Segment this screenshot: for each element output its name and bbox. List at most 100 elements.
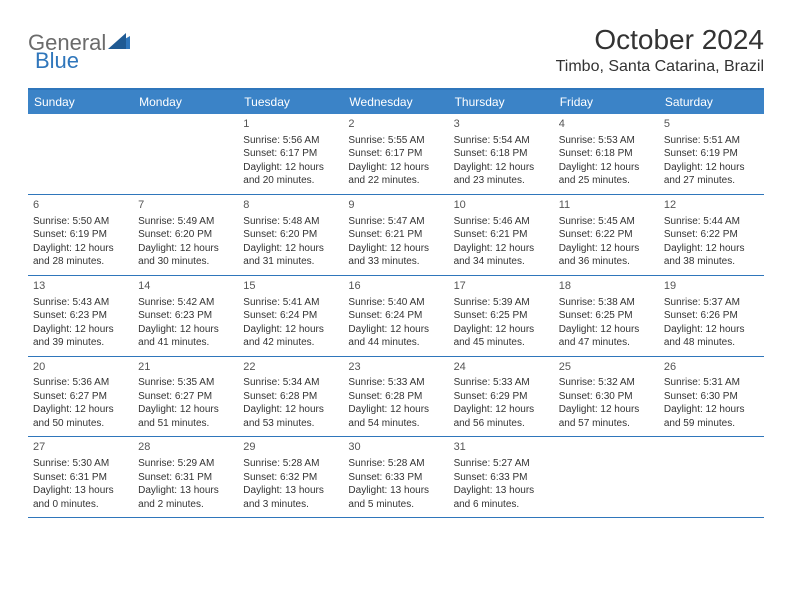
day-cell: 4Sunrise: 5:53 AMSunset: 6:18 PMDaylight… (554, 114, 659, 194)
sunset-line: Sunset: 6:30 PM (664, 390, 759, 404)
daylight-line: Daylight: 13 hours and 0 minutes. (33, 484, 128, 511)
sunset-line: Sunset: 6:23 PM (33, 309, 128, 323)
daylight-line: Daylight: 12 hours and 20 minutes. (243, 161, 338, 188)
day-number: 11 (559, 198, 654, 213)
daylight-line: Daylight: 12 hours and 34 minutes. (454, 242, 549, 269)
day-number: 5 (664, 117, 759, 132)
sunrise-line: Sunrise: 5:33 AM (348, 376, 443, 390)
day-cell (28, 114, 133, 194)
daylight-line: Daylight: 12 hours and 59 minutes. (664, 403, 759, 430)
day-number: 25 (559, 360, 654, 375)
day-number: 21 (138, 360, 233, 375)
sunrise-line: Sunrise: 5:28 AM (348, 457, 443, 471)
day-cell: 31Sunrise: 5:27 AMSunset: 6:33 PMDayligh… (449, 437, 554, 517)
day-cell: 25Sunrise: 5:32 AMSunset: 6:30 PMDayligh… (554, 357, 659, 437)
sunrise-line: Sunrise: 5:45 AM (559, 215, 654, 229)
day-cell: 11Sunrise: 5:45 AMSunset: 6:22 PMDayligh… (554, 195, 659, 275)
daylight-line: Daylight: 12 hours and 23 minutes. (454, 161, 549, 188)
sunset-line: Sunset: 6:25 PM (454, 309, 549, 323)
day-cell: 5 Sunrise: 5:51 AMSunset: 6:19 PMDaylight… (659, 114, 764, 194)
day-number: 30 (348, 440, 443, 455)
sunset-line: Sunset: 6:22 PM (664, 228, 759, 242)
day-cell (554, 437, 659, 517)
week-row: 27Sunrise: 5:30 AMSunset: 6:31 PMDayligh… (28, 437, 764, 518)
daylight-line: Daylight: 13 hours and 5 minutes. (348, 484, 443, 511)
sunset-line: Sunset: 6:33 PM (454, 471, 549, 485)
sunrise-line: Sunrise: 5:36 AM (33, 376, 128, 390)
sunrise-line: Sunrise: 5:48 AM (243, 215, 338, 229)
daylight-line: Daylight: 12 hours and 47 minutes. (559, 323, 654, 350)
sunset-line: Sunset: 6:19 PM (664, 147, 759, 161)
day-number: 31 (454, 440, 549, 455)
weekday-header: Saturday (659, 90, 764, 114)
day-number: 23 (348, 360, 443, 375)
day-number: 4 (559, 117, 654, 132)
sunrise-line: Sunrise: 5:29 AM (138, 457, 233, 471)
sunrise-line: Sunrise: 5:41 AM (243, 296, 338, 310)
daylight-line: Daylight: 12 hours and 41 minutes. (138, 323, 233, 350)
sunset-line: Sunset: 6:20 PM (243, 228, 338, 242)
weekday-header-row: Sunday Monday Tuesday Wednesday Thursday… (28, 90, 764, 114)
day-number: 20 (33, 360, 128, 375)
day-cell: 23Sunrise: 5:33 AMSunset: 6:28 PMDayligh… (343, 357, 448, 437)
sunset-line: Sunset: 6:31 PM (33, 471, 128, 485)
daylight-line: Daylight: 12 hours and 22 minutes. (348, 161, 443, 188)
sunset-line: Sunset: 6:18 PM (454, 147, 549, 161)
week-row: 20Sunrise: 5:36 AMSunset: 6:27 PMDayligh… (28, 357, 764, 438)
sunrise-line: Sunrise: 5:28 AM (243, 457, 338, 471)
day-number: 18 (559, 279, 654, 294)
daylight-line: Daylight: 13 hours and 3 minutes. (243, 484, 338, 511)
daylight-line: Daylight: 12 hours and 31 minutes. (243, 242, 338, 269)
daylight-line: Daylight: 12 hours and 28 minutes. (33, 242, 128, 269)
week-row: 13Sunrise: 5:43 AMSunset: 6:23 PMDayligh… (28, 276, 764, 357)
sunrise-line: Sunrise: 5:37 AM (664, 296, 759, 310)
sunrise-line: Sunrise: 5:46 AM (454, 215, 549, 229)
sunrise-line: Sunrise: 5:33 AM (454, 376, 549, 390)
sunrise-line: Sunrise: 5:32 AM (559, 376, 654, 390)
day-cell: 20Sunrise: 5:36 AMSunset: 6:27 PMDayligh… (28, 357, 133, 437)
sunrise-line: Sunrise: 5:50 AM (33, 215, 128, 229)
weeks-container: 1Sunrise: 5:56 AMSunset: 6:17 PMDaylight… (28, 114, 764, 518)
daylight-line: Daylight: 12 hours and 54 minutes. (348, 403, 443, 430)
day-number: 27 (33, 440, 128, 455)
daylight-line: Daylight: 12 hours and 51 minutes. (138, 403, 233, 430)
weekday-header: Sunday (28, 90, 133, 114)
daylight-line: Daylight: 12 hours and 38 minutes. (664, 242, 759, 269)
day-cell: 7Sunrise: 5:49 AMSunset: 6:20 PMDaylight… (133, 195, 238, 275)
day-number: 28 (138, 440, 233, 455)
sunset-line: Sunset: 6:30 PM (559, 390, 654, 404)
daylight-line: Daylight: 12 hours and 27 minutes. (664, 161, 759, 188)
brand-wedge-icon (108, 33, 130, 54)
day-cell (659, 437, 764, 517)
sunset-line: Sunset: 6:18 PM (559, 147, 654, 161)
day-cell (133, 114, 238, 194)
sunset-line: Sunset: 6:21 PM (348, 228, 443, 242)
calendar-grid: Sunday Monday Tuesday Wednesday Thursday… (28, 88, 764, 518)
sunrise-line: Sunrise: 5:34 AM (243, 376, 338, 390)
sunset-line: Sunset: 6:33 PM (348, 471, 443, 485)
sunrise-line: Sunrise: 5:43 AM (33, 296, 128, 310)
daylight-line: Daylight: 12 hours and 44 minutes. (348, 323, 443, 350)
day-cell: 27Sunrise: 5:30 AMSunset: 6:31 PMDayligh… (28, 437, 133, 517)
daylight-line: Daylight: 12 hours and 42 minutes. (243, 323, 338, 350)
daylight-line: Daylight: 12 hours and 25 minutes. (559, 161, 654, 188)
title-block: October 2024 Timbo, Santa Catarina, Braz… (556, 24, 764, 76)
day-cell: 14Sunrise: 5:42 AMSunset: 6:23 PMDayligh… (133, 276, 238, 356)
sunset-line: Sunset: 6:24 PM (243, 309, 338, 323)
daylight-line: Daylight: 12 hours and 45 minutes. (454, 323, 549, 350)
day-number: 22 (243, 360, 338, 375)
sunset-line: Sunset: 6:28 PM (243, 390, 338, 404)
sunrise-line: Sunrise: 5:51 AM (664, 134, 759, 148)
day-cell: 9Sunrise: 5:47 AMSunset: 6:21 PMDaylight… (343, 195, 448, 275)
sunrise-line: Sunrise: 5:49 AM (138, 215, 233, 229)
day-cell: 16Sunrise: 5:40 AMSunset: 6:24 PMDayligh… (343, 276, 448, 356)
sunset-line: Sunset: 6:23 PM (138, 309, 233, 323)
weekday-header: Thursday (449, 90, 554, 114)
sunrise-line: Sunrise: 5:35 AM (138, 376, 233, 390)
day-number: 9 (348, 198, 443, 213)
sunset-line: Sunset: 6:20 PM (138, 228, 233, 242)
sunset-line: Sunset: 6:22 PM (559, 228, 654, 242)
sunrise-line: Sunrise: 5:39 AM (454, 296, 549, 310)
sunrise-line: Sunrise: 5:54 AM (454, 134, 549, 148)
daylight-line: Daylight: 12 hours and 30 minutes. (138, 242, 233, 269)
